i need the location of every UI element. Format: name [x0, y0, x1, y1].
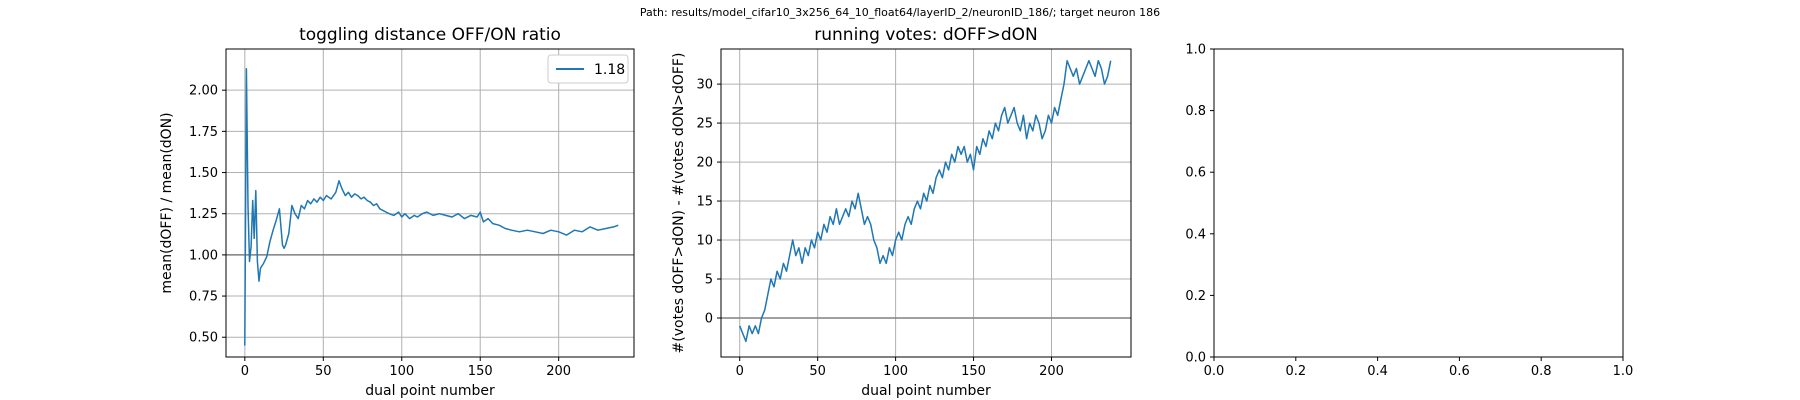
- y-tick-label: 10: [696, 234, 713, 249]
- y-tick-label: 2.00: [189, 84, 218, 99]
- y-tick-label: 0.75: [189, 290, 218, 305]
- y-tick-label: 1.00: [189, 248, 218, 263]
- chart-panel-3: 0.0 0.2 0.4 0.6 0.8 1.0 0.0 0.2 0.4 0.6 0.8 1.0: [1185, 43, 1633, 380]
- y-axis-label: #(votes dOFF>dON) - #(votes dON>dOFF): [671, 53, 687, 354]
- chart-panel-2: 0 50 100 150 200 0 5 10 15 20 25 30 running votes: d…: [671, 25, 1132, 399]
- x-tick-label: 0.8: [1531, 364, 1552, 379]
- y-tick-label: 0.4: [1185, 227, 1206, 242]
- legend-box: [547, 54, 629, 84]
- x-tick-label: 0.0: [1204, 364, 1225, 379]
- y-tick-label: 1.0: [1185, 43, 1206, 58]
- y-tick-label: 0.6: [1185, 166, 1206, 181]
- y-tick-label: 25: [696, 117, 713, 132]
- chart-title: toggling distance OFF/ON ratio: [299, 25, 561, 45]
- x-tick-label: 50: [315, 364, 332, 379]
- y-tick-label: 0.0: [1185, 351, 1206, 366]
- x-tick-label: 150: [961, 364, 986, 379]
- x-tick-label: 200: [546, 364, 571, 379]
- x-tick-label: 0: [736, 364, 744, 379]
- x-tick-label: 0.2: [1285, 364, 1306, 379]
- y-tick-label: 5: [705, 273, 713, 288]
- y-tick-label: 0: [705, 312, 713, 327]
- y-tick-label: 20: [696, 156, 713, 171]
- x-tick-label: 0.6: [1449, 364, 1470, 379]
- x-axis-label: dual point number: [365, 383, 495, 399]
- y-tick-label: 1.50: [189, 166, 218, 181]
- x-tick-label: 0.4: [1367, 364, 1388, 379]
- axes-frame: [1213, 48, 1624, 358]
- y-tick-label: 1.75: [189, 125, 218, 140]
- x-tick-label: 100: [389, 364, 414, 379]
- x-axis-label: dual point number: [861, 383, 991, 399]
- series-line: [244, 68, 619, 346]
- y-tick-label: 0.8: [1185, 104, 1206, 119]
- y-tick-label: 0.2: [1185, 289, 1206, 304]
- axes-frame: [225, 48, 635, 358]
- x-tick-label: 50: [809, 364, 826, 379]
- x-tick-label: 200: [1039, 364, 1064, 379]
- y-axis-label: mean(dOFF) / mean(dON): [159, 112, 175, 293]
- chart-title: running votes: dOFF>dON: [814, 25, 1037, 45]
- legend: 1.18: [547, 54, 629, 84]
- x-tick-label: 0: [241, 364, 249, 379]
- x-tick-label: 1.0: [1613, 364, 1634, 379]
- x-tick-label: 100: [883, 364, 908, 379]
- figure-suptitle: Path: results/model_cifar10_3x256_64_10_…: [639, 6, 1161, 19]
- y-tick-label: 15: [696, 195, 713, 210]
- x-tick-label: 150: [468, 364, 493, 379]
- chart-panel-1: 0 50 100 150 200 0.50 0.75 1.00 1.25 1.50 1.75 2.00…: [159, 25, 635, 399]
- y-tick-label: 30: [696, 78, 713, 93]
- y-tick-label: 1.25: [189, 207, 218, 222]
- y-tick-label: 0.50: [189, 331, 218, 346]
- legend-entry: 1.18: [594, 62, 625, 78]
- axes-frame: [720, 48, 1132, 358]
- series-line: [739, 59, 1112, 343]
